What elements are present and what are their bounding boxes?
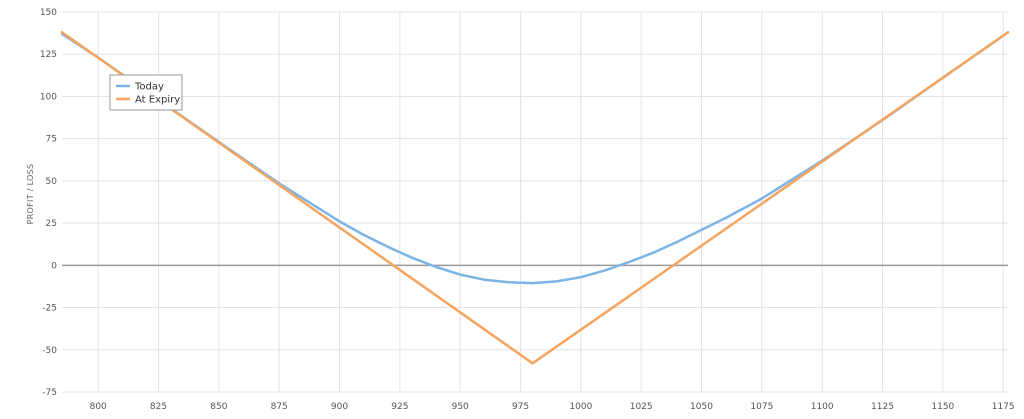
legend-box [109,74,183,111]
x-tick-label: 975 [512,402,529,412]
x-tick-label: 1025 [630,402,653,412]
x-tick-label: 1175 [992,402,1015,412]
y-tick-label: 75 [46,135,57,145]
x-tick-label: 900 [331,402,348,412]
y-tick-label: 125 [40,50,57,60]
y-tick-label: -50 [42,346,57,356]
y-axis-label: PROFIT / LOSS [26,164,35,225]
x-tick-label: 850 [210,402,227,412]
x-tick-label: 1125 [871,402,894,412]
y-tick-label: 0 [51,261,57,271]
series-layer [60,31,1010,365]
x-tick-label: 1000 [569,402,592,412]
y-tick-label: 50 [46,177,58,187]
series-line-today [60,31,1010,285]
y-tick-label: 100 [40,92,57,102]
x-tick-label: 1050 [690,402,713,412]
x-tick-label: 875 [271,402,288,412]
series-line-at-expiry [60,31,1010,365]
x-tick-label: 800 [90,402,107,412]
y-tick-label: 150 [40,8,57,18]
grid-layer [62,11,1008,393]
legend-label: Today [134,82,164,93]
legend-label: At Expiry [135,95,180,106]
tick-layer: 150 125 100 75 50 25 0 -25 -50 -75 800 825 850 875 900… [40,8,1015,412]
x-tick-label: 950 [452,402,469,412]
x-tick-label: 925 [391,402,408,412]
x-tick-label: 1100 [811,402,834,412]
y-tick-label: -75 [42,388,57,398]
y-tick-label: 25 [46,219,57,229]
x-tick-label: 1075 [750,402,773,412]
y-tick-label: -25 [42,304,57,314]
x-tick-label: 1150 [931,402,954,412]
legend: Today At Expiry [109,74,183,111]
x-tick-label: 825 [150,402,167,412]
